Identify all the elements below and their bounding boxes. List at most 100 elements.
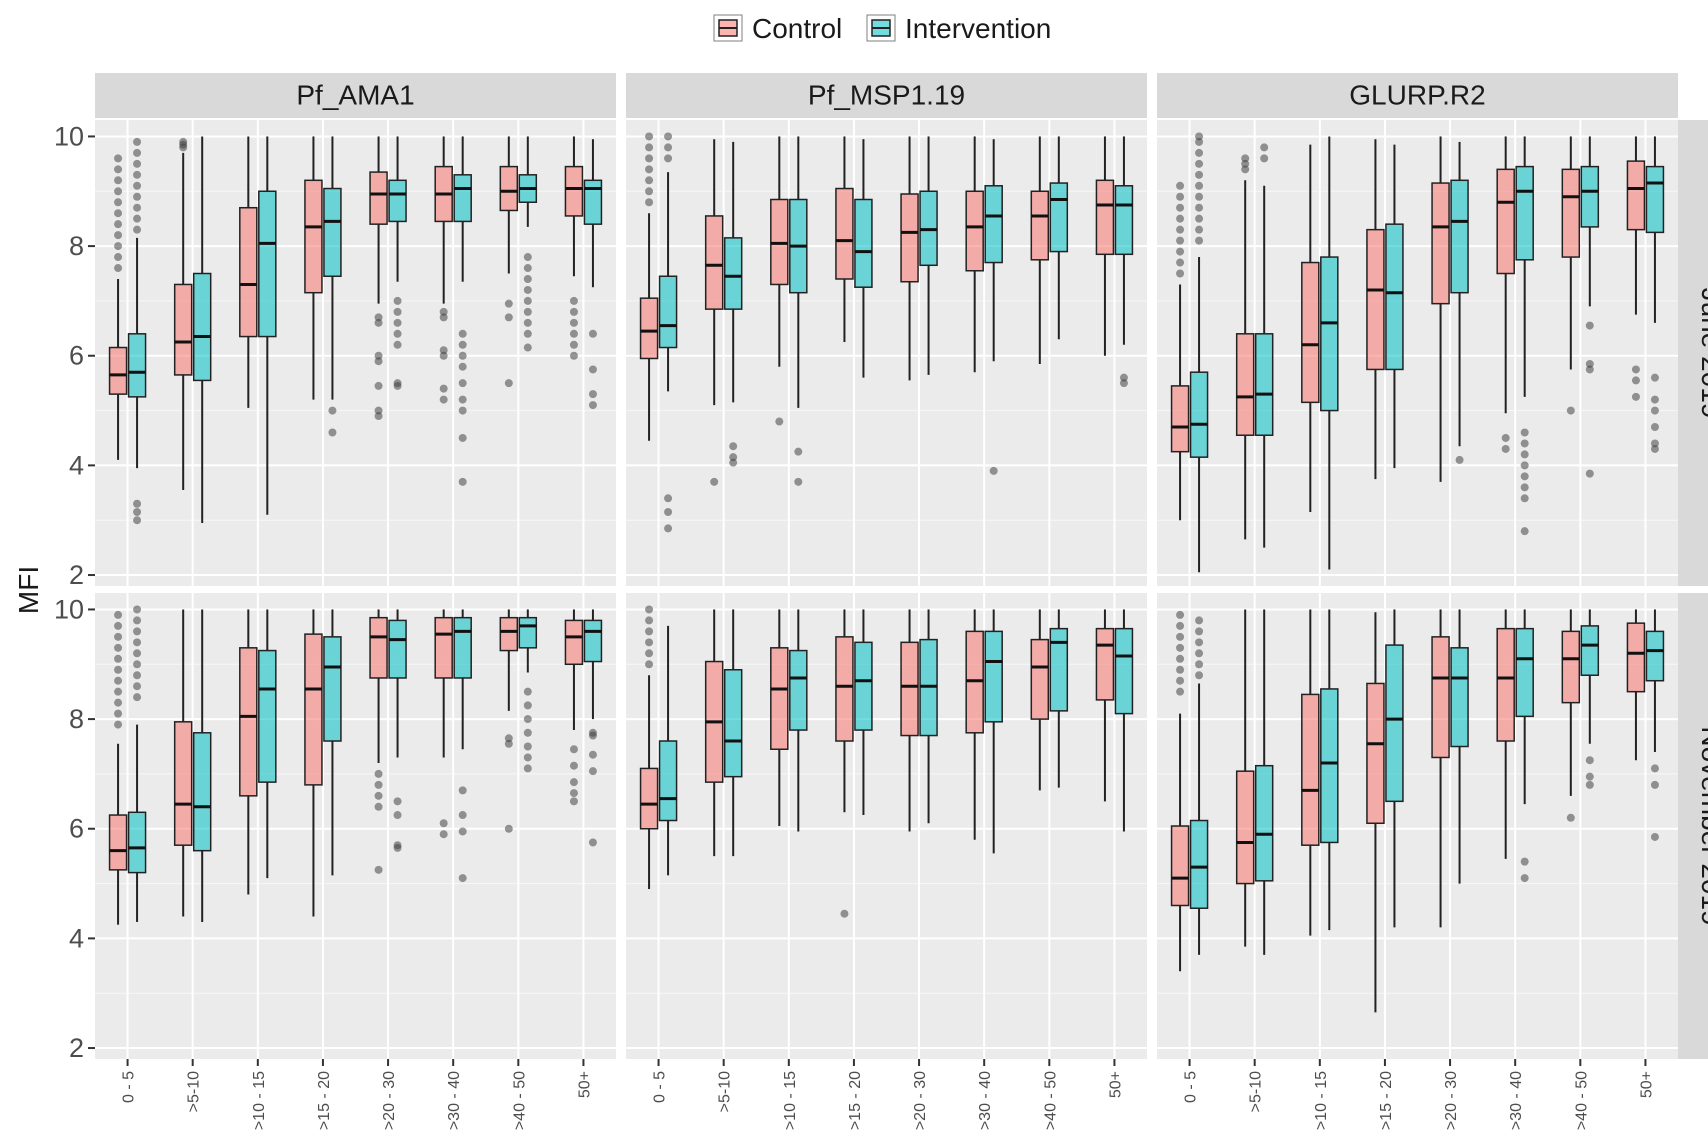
- outlier-point: [1520, 450, 1529, 459]
- box-iqr: [583, 619, 603, 663]
- outlier-point: [1176, 676, 1185, 685]
- box-control: [564, 609, 584, 806]
- box-iqr: [388, 619, 407, 679]
- outlier-point: [794, 477, 803, 486]
- box-iqr: [1450, 179, 1469, 294]
- box-iqr: [239, 647, 258, 797]
- outlier-point: [523, 764, 532, 773]
- box-iqr: [1626, 160, 1646, 231]
- y-tick-label: 6: [69, 814, 84, 844]
- facet-strip-col-0: [95, 73, 616, 118]
- outlier-point: [458, 874, 467, 883]
- box-iqr: [258, 190, 277, 338]
- outlier-point: [569, 307, 578, 316]
- outlier-point: [1585, 780, 1594, 789]
- box-iqr: [723, 237, 743, 310]
- outlier-point: [664, 154, 673, 163]
- box-iqr: [1301, 261, 1320, 404]
- outlier-point: [1260, 143, 1269, 152]
- outlier-point: [1195, 132, 1204, 141]
- outlier-point: [1520, 439, 1529, 448]
- outlier-point: [114, 165, 123, 174]
- outlier-point: [458, 379, 467, 388]
- box-intervention: [1645, 609, 1665, 841]
- panel-background: [626, 593, 1147, 1059]
- outlier-point: [1241, 154, 1250, 163]
- box-iqr: [900, 641, 919, 737]
- outlier-point: [133, 627, 142, 636]
- box-iqr: [658, 275, 678, 349]
- box-iqr: [1254, 764, 1274, 882]
- y-tick-label: 8: [69, 231, 84, 261]
- box-iqr: [1580, 165, 1600, 228]
- outlier-point: [523, 701, 532, 710]
- box-control: [239, 609, 258, 895]
- outlier-point: [1631, 365, 1640, 374]
- panel-1: [626, 120, 1147, 586]
- outlier-point: [504, 734, 513, 743]
- box-control: [639, 605, 659, 890]
- box-iqr: [323, 636, 342, 742]
- outlier-point: [114, 187, 123, 196]
- outlier-point: [504, 299, 513, 308]
- box-intervention: [919, 136, 938, 375]
- box-control: [1431, 609, 1450, 928]
- outlier-point: [1195, 649, 1204, 658]
- box-intervention: [919, 609, 938, 824]
- box-control: [499, 136, 519, 388]
- outlier-point: [1585, 321, 1594, 330]
- outlier-point: [1176, 610, 1185, 619]
- panel-0: [95, 120, 616, 586]
- box-control: [1235, 609, 1255, 947]
- outlier-point: [114, 610, 123, 619]
- panel-5: [1157, 593, 1678, 1059]
- outlier-point: [458, 811, 467, 820]
- outlier-point: [1455, 455, 1464, 464]
- box-intervention: [1049, 609, 1069, 788]
- x-tick-label: >10 - 15: [1313, 1071, 1330, 1130]
- outlier-point: [458, 362, 467, 371]
- facet-title-row-0: June 2019: [1696, 288, 1708, 419]
- outlier-point: [1566, 406, 1575, 415]
- outlier-point: [1585, 469, 1594, 478]
- outlier-point: [114, 654, 123, 663]
- x-tick-label: >40 - 50: [1573, 1071, 1590, 1130]
- outlier-point: [114, 253, 123, 262]
- outlier-point: [133, 516, 142, 525]
- box-control: [1496, 136, 1515, 453]
- outlier-point: [114, 176, 123, 185]
- outlier-point: [1176, 225, 1185, 234]
- outlier-point: [393, 318, 402, 327]
- box-iqr: [108, 346, 128, 395]
- box-intervention: [1515, 136, 1534, 536]
- y-tick-label: 2: [69, 1033, 84, 1063]
- outlier-point: [1176, 632, 1185, 641]
- box-control: [1561, 609, 1581, 822]
- box-intervention: [854, 609, 873, 816]
- outlier-point: [1195, 137, 1204, 146]
- box-iqr: [173, 721, 193, 846]
- outlier-point: [133, 682, 142, 691]
- outlier-point: [1195, 159, 1204, 168]
- facet-strip-col-2: [1157, 73, 1678, 118]
- outlier-point: [374, 791, 383, 800]
- outlier-point: [458, 351, 467, 360]
- x-tick-label: >40 - 50: [511, 1071, 528, 1130]
- box-intervention: [518, 609, 538, 773]
- box-control: [1366, 139, 1385, 480]
- outlier-point: [588, 401, 597, 410]
- outlier-point: [588, 838, 597, 847]
- box-iqr: [564, 619, 584, 666]
- outlier-point: [1501, 433, 1510, 442]
- outlier-point: [133, 499, 142, 508]
- box-iqr: [854, 198, 873, 288]
- outlier-point: [133, 170, 142, 179]
- outlier-point: [114, 698, 123, 707]
- box-iqr: [369, 616, 388, 679]
- outlier-point: [523, 318, 532, 327]
- facet-title-col-2: GLURP.R2: [1349, 80, 1485, 111]
- outlier-point: [523, 274, 532, 283]
- outlier-point: [1631, 376, 1640, 385]
- box-intervention: [1114, 609, 1134, 832]
- outlier-point: [114, 632, 123, 641]
